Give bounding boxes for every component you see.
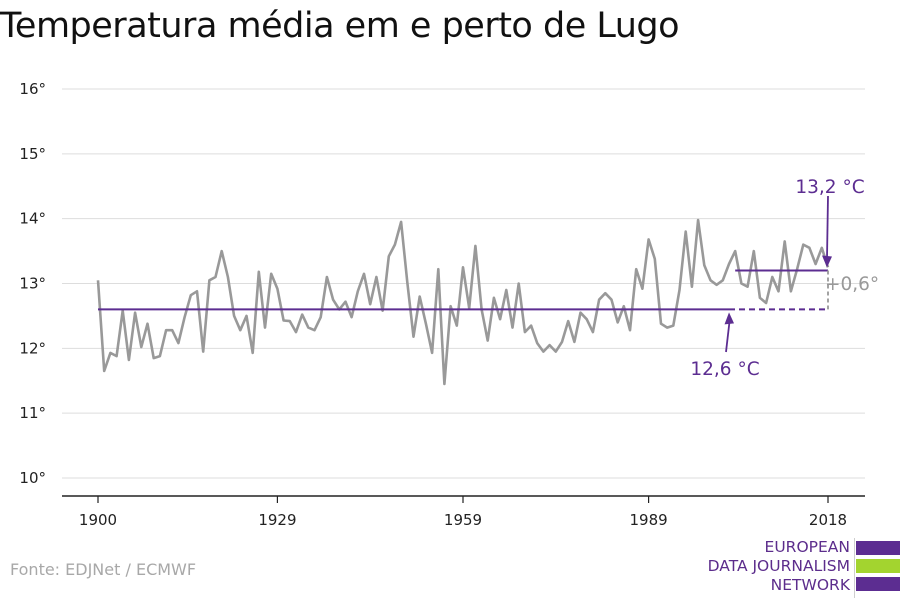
x-tick-label-1929: 1929 [258,511,296,529]
x-axis-ticks: 1900 1929 1959 1989 2018 [62,495,865,529]
arrowhead-12-6 [724,312,735,325]
logo-line-3: NETWORK [770,576,850,594]
edjnet-logo: EUROPEAN DATA JOURNALISM NETWORK [700,538,900,598]
source-note: Fonte: EDJNet / ECMWF [10,560,197,579]
arrow-12-6 [725,321,731,353]
y-tick-label-13: 13° [19,275,46,293]
y-tick-label-14: 14° [19,210,46,228]
x-tick-label-1900: 1900 [79,511,117,529]
logo-line-2: DATA JOURNALISM [707,557,850,575]
logo-bar-purple-bottom [856,577,900,591]
label-12-6: 12,6 °C [690,359,759,380]
x-tick-label-2018: 2018 [809,511,847,529]
y-tick-label-11: 11° [19,404,46,422]
temperature-line [96,218,830,386]
y-axis-ticks: 10° 11° 12° 13° 14° 15° 16° [19,80,46,487]
label-13-2: 13,2 °C [795,177,864,198]
logo-line-1: EUROPEAN [764,538,850,556]
logo-bar-purple-top [856,541,900,555]
chart-title: Temperatura média em e perto de Lugo [0,6,680,46]
arrow-13-2 [826,195,829,259]
annotations: 13,2 °C 12,6 °C +0,6° [690,177,879,380]
x-tick-label-1959: 1959 [444,511,482,529]
y-tick-label-15: 15° [19,145,46,163]
x-tick-label-1989: 1989 [629,511,667,529]
y-tick-label-10: 10° [19,469,46,487]
y-tick-label-16: 16° [19,80,46,98]
logo-divider [854,538,855,598]
label-difference: +0,6° [825,274,879,295]
logo-bar-green [856,559,900,573]
grid-lines [62,88,865,479]
y-tick-label-12: 12° [19,339,46,357]
series-lines [96,218,830,386]
arrowhead-13-2 [822,255,832,268]
